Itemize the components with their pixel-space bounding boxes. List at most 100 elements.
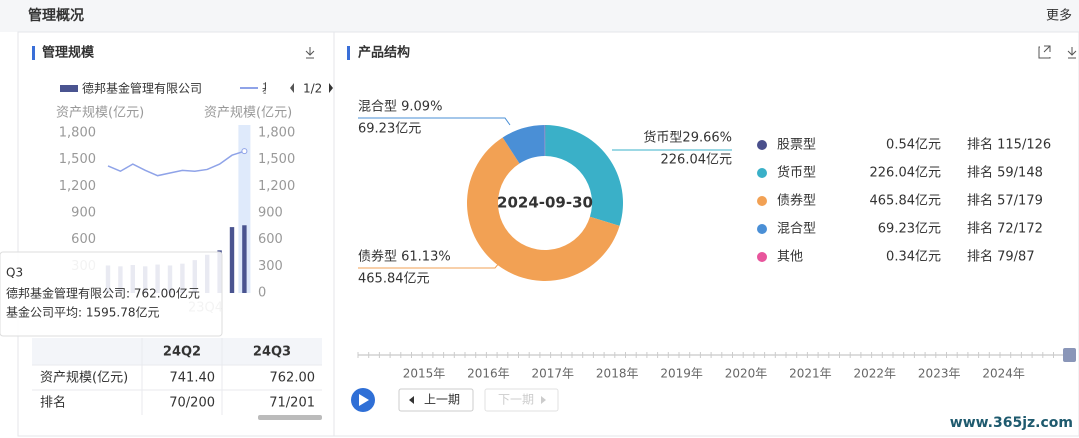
donut-center: 2024-09-30 <box>497 194 593 212</box>
table-cell: 71/201 <box>269 396 315 411</box>
timeline-year[interactable]: 2019年 <box>660 367 703 381</box>
legend-value: 226.04亿元 <box>870 166 942 181</box>
timeline-year[interactable]: 2022年 <box>854 367 897 381</box>
legend-value: 0.54亿元 <box>886 138 941 153</box>
title-bar <box>32 46 35 60</box>
header-title: 管理概况 <box>28 7 84 24</box>
y-tick-label: 1,800 <box>59 126 96 141</box>
legend-clip <box>266 78 288 98</box>
header-bar <box>0 0 1079 32</box>
prev-icon <box>409 396 414 404</box>
y2-tick-label: 1,500 <box>258 152 295 167</box>
axis-label: 资产规模(亿元) <box>204 106 292 121</box>
callout-label: 货币型29.66% <box>643 130 732 146</box>
title-bar <box>347 46 350 60</box>
table-cell: 741.40 <box>170 371 216 386</box>
column-header: 24Q2 <box>163 345 201 360</box>
timeline-year[interactable]: 2018年 <box>596 367 639 381</box>
legend-label: 德邦基金管理有限公司 <box>82 81 202 96</box>
legend-name[interactable]: 混合型 <box>777 222 816 237</box>
prev-page[interactable] <box>290 83 294 93</box>
row-label: 排名 <box>40 395 66 411</box>
row-label: 资产规模(亿元) <box>40 371 128 386</box>
hover-band <box>238 125 251 293</box>
line <box>107 150 245 177</box>
body-frame <box>17 31 1079 437</box>
y-tick-label: 1,200 <box>59 179 96 194</box>
legend-rank: 排名 79/87 <box>967 249 1035 265</box>
donut-slice <box>466 137 620 281</box>
timeline-handle <box>1063 348 1076 362</box>
timeline-year[interactable]: 2021年 <box>789 367 832 381</box>
legend-dot <box>757 196 767 206</box>
donut-slice <box>502 125 545 164</box>
bar <box>229 227 235 293</box>
tooltip-title: Q3 <box>6 266 23 280</box>
legend-name[interactable]: 债券型 <box>777 193 816 209</box>
more-link[interactable]: 更多 <box>1046 8 1072 24</box>
tooltip-line: 德邦基金管理有限公司: 762.00亿元 <box>6 286 200 301</box>
scrollbar <box>258 415 322 420</box>
prev-label: 上一期 <box>424 393 460 407</box>
export-icon[interactable] <box>1038 45 1051 59</box>
legend-value: 0.34亿元 <box>886 250 941 265</box>
legend-rank: 排名 57/179 <box>967 193 1043 209</box>
axis-label: 资产规模(亿元) <box>56 106 144 121</box>
callout-amount: 226.04亿元 <box>661 153 733 168</box>
y2-tick-label: 1,800 <box>258 126 295 141</box>
y2-tick-label: 600 <box>258 232 283 247</box>
legend-value: 465.84亿元 <box>870 194 942 209</box>
download-icon[interactable] <box>305 47 315 59</box>
callout-amount: 465.84亿元 <box>358 272 430 287</box>
callout-label: 混合型 9.09% <box>358 100 442 115</box>
next-button[interactable] <box>484 388 559 412</box>
table-cell: 762.00 <box>270 371 316 386</box>
panel-title: 管理规模 <box>42 45 95 61</box>
legend-name[interactable]: 货币型 <box>777 165 816 181</box>
y2-tick-label: 300 <box>258 259 283 274</box>
download-icon[interactable] <box>1067 47 1077 59</box>
table-cell: 70/200 <box>169 396 215 411</box>
legend-rank: 排名 72/172 <box>967 221 1043 237</box>
timeline-year[interactable]: 2016年 <box>467 367 510 381</box>
callout-amount: 69.23亿元 <box>358 122 421 137</box>
legend-dot <box>757 252 767 262</box>
callout-label: 债券型 61.13% <box>358 249 451 265</box>
legend-page: 1/2 <box>303 82 322 96</box>
callout-line <box>358 261 501 269</box>
y2-tick-label: 900 <box>258 206 283 221</box>
timeline-year[interactable]: 2020年 <box>725 367 768 381</box>
next-label: 下一期 <box>498 393 534 407</box>
watermark: www.365jz.com <box>950 415 1073 431</box>
legend-value: 69.23亿元 <box>878 222 941 237</box>
y-tick-label: 1,500 <box>59 152 96 167</box>
timeline-year[interactable]: 2015年 <box>403 367 446 381</box>
legend-name[interactable]: 股票型 <box>777 138 816 153</box>
play-icon <box>359 394 369 406</box>
y-tick-label: 600 <box>71 232 96 247</box>
next-page[interactable] <box>329 83 333 93</box>
timeline-year[interactable]: 2017年 <box>532 367 575 381</box>
legend-dot <box>757 140 767 150</box>
tooltip-line: 基金公司平均: 1595.78亿元 <box>6 305 159 320</box>
y-tick-label: 900 <box>71 206 96 221</box>
tooltip <box>0 251 223 337</box>
legend-rank: 排名 59/148 <box>967 165 1043 181</box>
timeline-year[interactable]: 2024年 <box>982 367 1025 381</box>
bar <box>242 225 247 293</box>
prev-button[interactable] <box>398 388 474 412</box>
legend-dot <box>757 168 767 178</box>
panel-title: 产品结构 <box>358 45 410 61</box>
legend-name[interactable]: 其他 <box>777 250 803 265</box>
hover-point <box>241 148 248 155</box>
legend-swatch <box>60 85 78 92</box>
donut-slice <box>545 125 623 226</box>
legend-dot <box>757 224 767 234</box>
callout-line <box>358 117 511 126</box>
timeline-year[interactable]: 2023年 <box>918 367 961 381</box>
column-header: 24Q3 <box>253 345 291 360</box>
y2-tick-label: 1,200 <box>258 179 295 194</box>
y2-tick-label: 0 <box>258 286 266 301</box>
next-icon <box>541 396 546 404</box>
